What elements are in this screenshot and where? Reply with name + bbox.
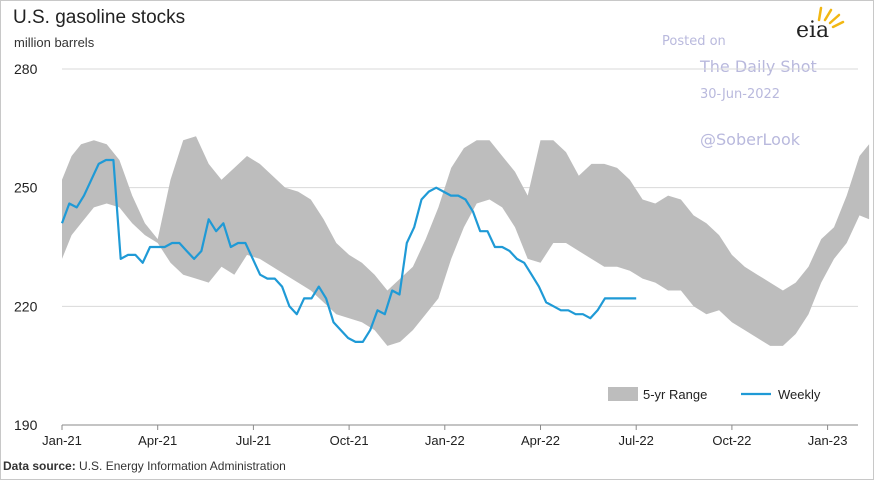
legend: 5-yr Range Weekly <box>608 387 821 402</box>
y-tick-label: 250 <box>14 180 38 196</box>
plot-area <box>60 136 870 346</box>
legend-label-5yr-range: 5-yr Range <box>643 387 707 402</box>
y-axis-ticks: 190 220 250 280 <box>14 61 38 433</box>
y-tick-label: 280 <box>14 61 38 77</box>
watermark-posted-on: Posted on <box>662 34 726 49</box>
x-axis-ticks: Jan-21 Apr-21 Jul-21 Oct-21 Jan-22 Apr-22 Jul-… <box>42 425 847 448</box>
source-prefix: Data source: <box>3 459 76 473</box>
chart-title: U.S. gasoline stocks <box>13 7 186 28</box>
eia-sun-icon <box>817 6 845 29</box>
chart-subtitle: million barrels <box>14 35 95 50</box>
y-tick-label: 190 <box>14 417 38 433</box>
legend-label-weekly: Weekly <box>778 387 821 402</box>
watermark-publication: The Daily Shot <box>700 57 817 76</box>
series-weekly-line <box>60 158 637 343</box>
series-5yr-range-band <box>62 136 870 346</box>
eia-logo: eia <box>795 4 850 48</box>
x-tick-label: Jan-21 <box>42 433 82 448</box>
x-tick-label: Oct-21 <box>330 433 369 448</box>
x-tick-label: Jul-22 <box>618 433 653 448</box>
x-tick-label: Jan-22 <box>425 433 465 448</box>
legend-swatch-5yr-range <box>608 387 638 401</box>
x-tick-label: Jan-23 <box>808 433 848 448</box>
watermark-date: 30-Jun-2022 <box>700 87 781 102</box>
x-tick-label: Jul-21 <box>236 433 271 448</box>
data-source: Data source: U.S. Energy Information Adm… <box>3 459 286 473</box>
x-tick-label: Apr-21 <box>138 433 177 448</box>
source-text: U.S. Energy Information Administration <box>79 459 286 473</box>
x-tick-label: Apr-22 <box>521 433 560 448</box>
y-tick-label: 220 <box>14 298 38 314</box>
watermark-handle: @SoberLook <box>700 130 800 149</box>
x-tick-label: Oct-22 <box>712 433 751 448</box>
logo-text: eia <box>796 18 830 43</box>
